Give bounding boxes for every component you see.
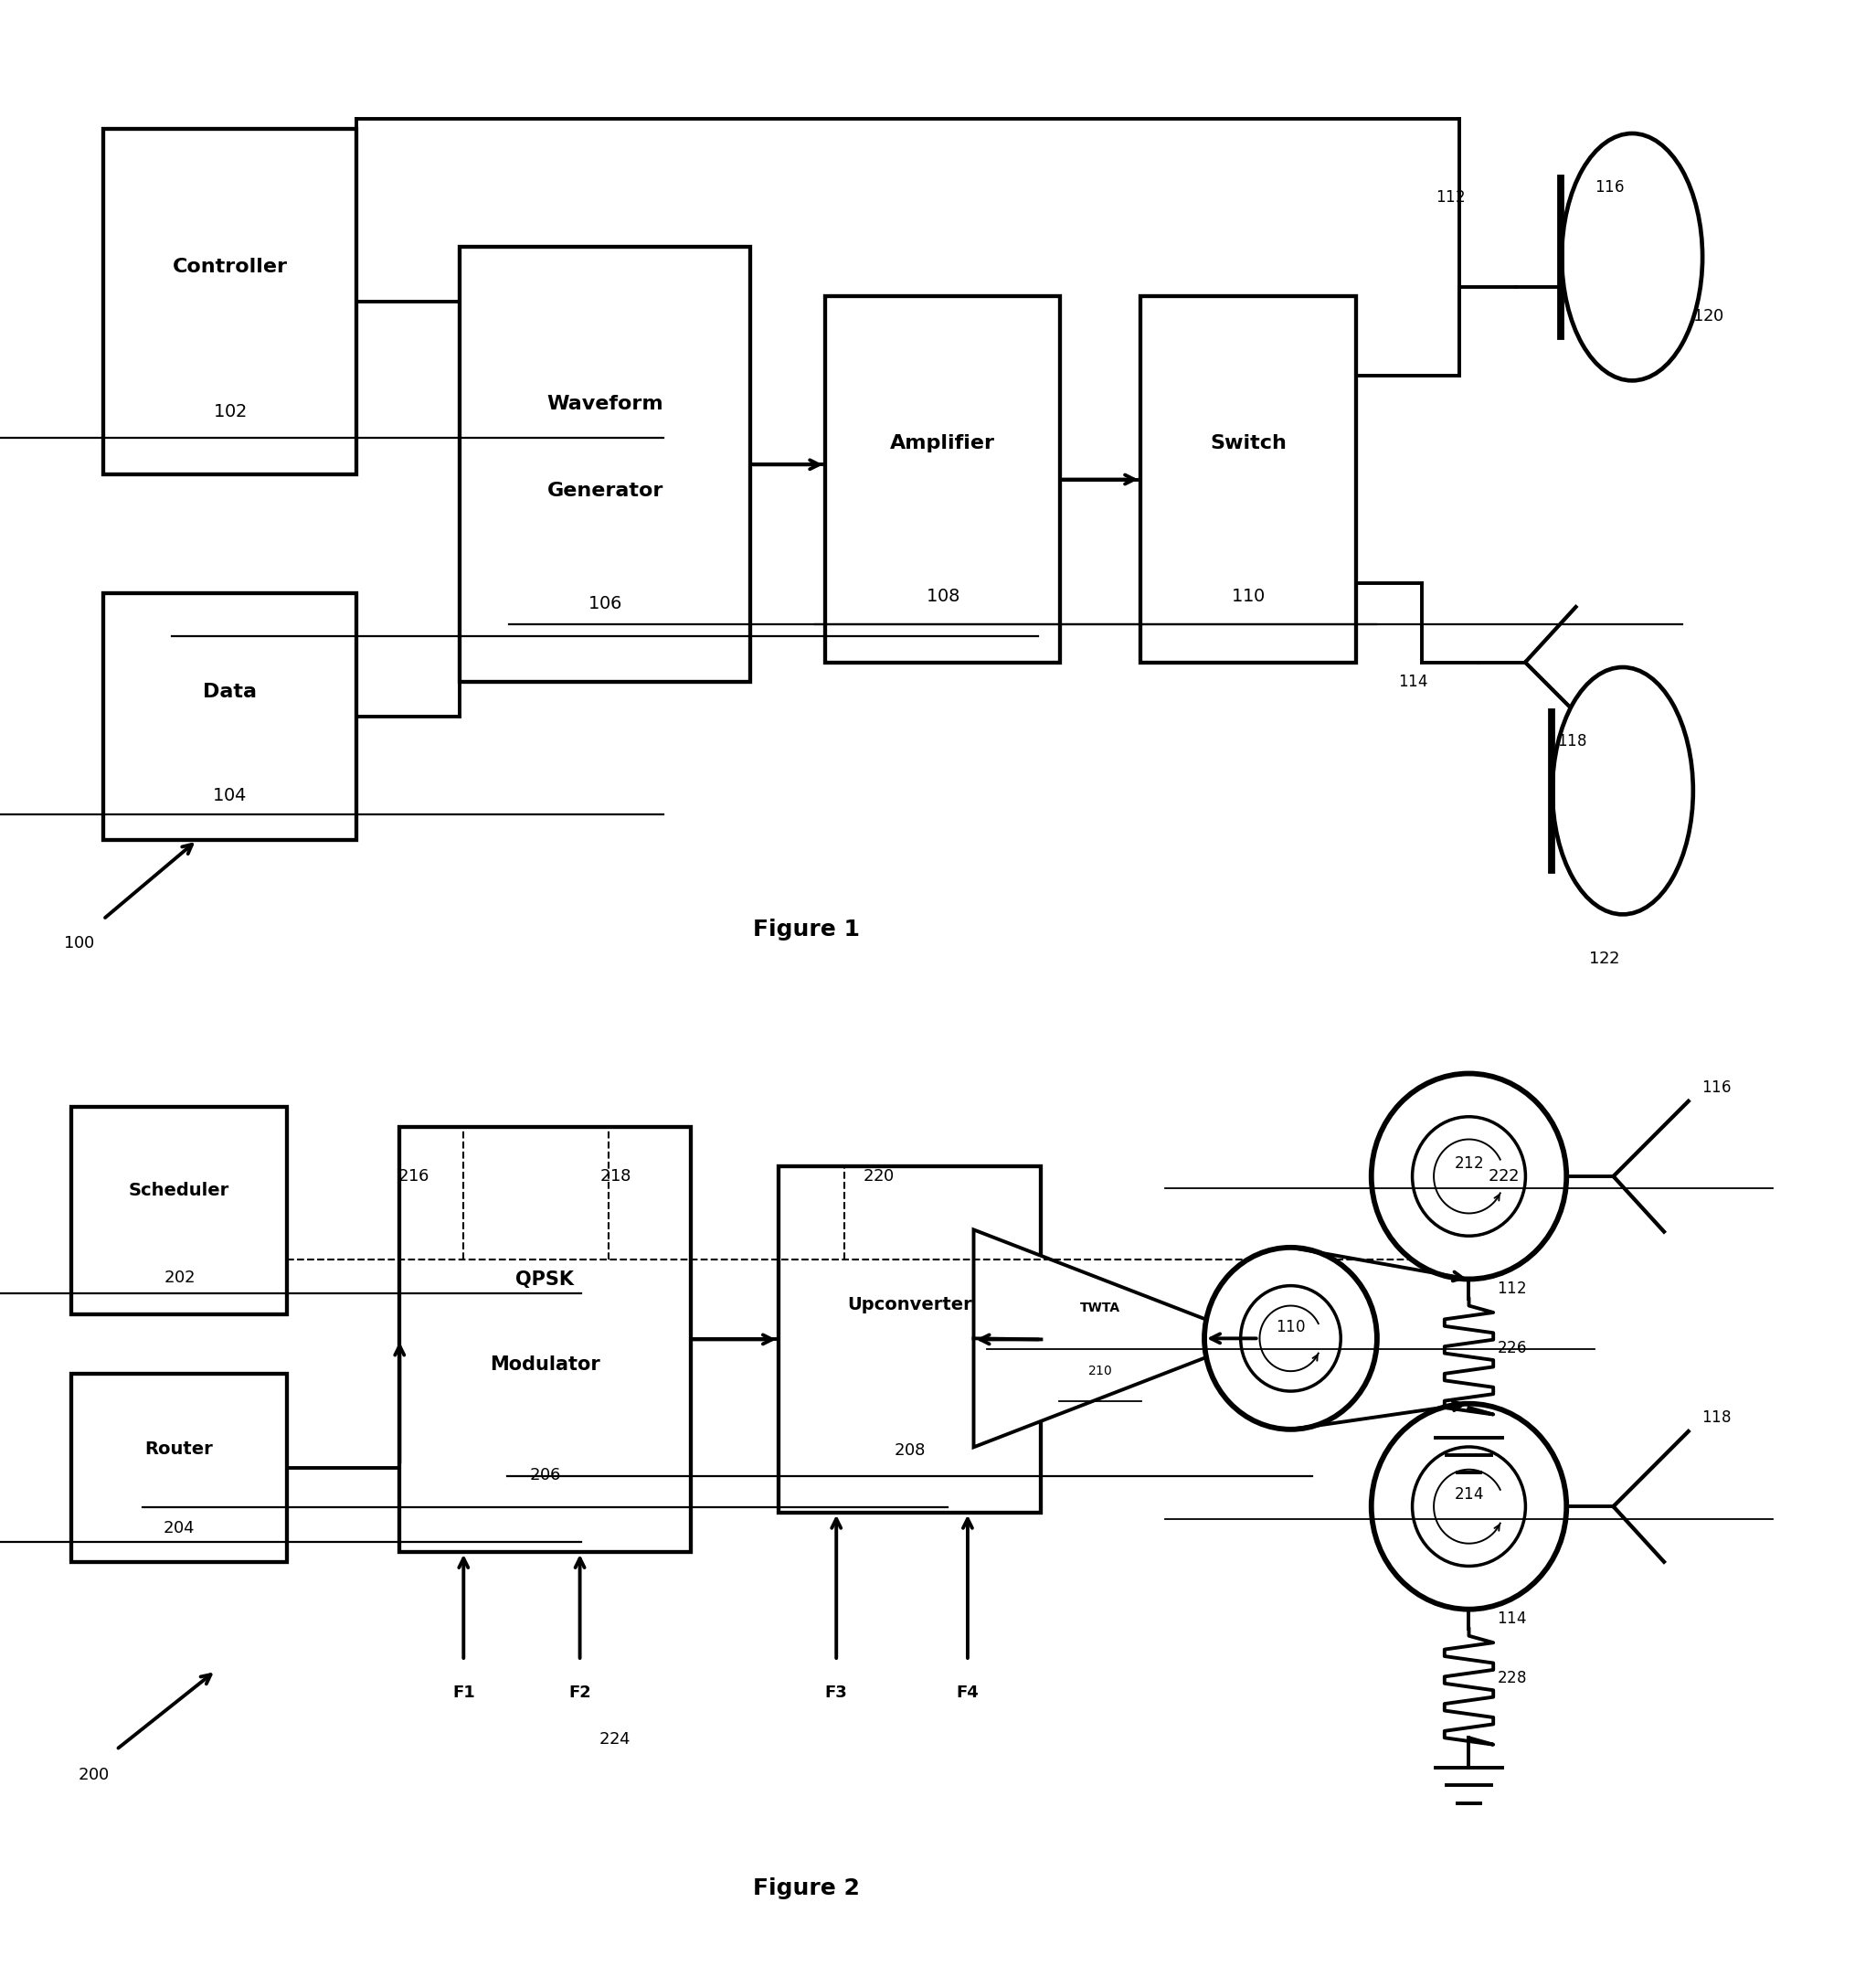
Text: $\it{226}$: $\it{226}$ xyxy=(1497,1340,1527,1356)
Text: $\it{116}$: $\it{116}$ xyxy=(1702,1079,1732,1095)
Text: $\it{104}$: $\it{104}$ xyxy=(212,787,248,805)
Bar xyxy=(71,1107,287,1315)
Text: Scheduler: Scheduler xyxy=(129,1182,229,1198)
Text: Figure 1: Figure 1 xyxy=(754,917,859,941)
Circle shape xyxy=(1371,1074,1566,1279)
Text: Router: Router xyxy=(144,1441,214,1457)
Text: $\it{210}$: $\it{210}$ xyxy=(1088,1364,1112,1378)
Circle shape xyxy=(1413,1447,1525,1566)
Text: QPSK: QPSK xyxy=(516,1271,574,1289)
Text: $\it{204}$: $\it{204}$ xyxy=(163,1520,195,1536)
Text: $\it{118}$: $\it{118}$ xyxy=(1702,1410,1732,1425)
Text: $\it{202}$: $\it{202}$ xyxy=(163,1269,195,1285)
Text: $\it{200}$: $\it{200}$ xyxy=(77,1767,111,1783)
Text: Amplifier: Amplifier xyxy=(889,433,996,453)
Text: $\it{216}$: $\it{216}$ xyxy=(398,1168,430,1184)
Text: $\it{122}$: $\it{122}$ xyxy=(1589,951,1619,967)
Text: Figure 2: Figure 2 xyxy=(754,1876,859,1900)
Text: $\it{228}$: $\it{228}$ xyxy=(1497,1671,1527,1686)
Text: Generator: Generator xyxy=(546,482,664,500)
Text: Data: Data xyxy=(203,682,257,702)
Text: F2: F2 xyxy=(568,1684,591,1700)
Bar xyxy=(71,1374,287,1562)
Text: $\it{102}$: $\it{102}$ xyxy=(212,403,248,421)
Text: $\it{208}$: $\it{208}$ xyxy=(893,1441,927,1459)
Text: $\it{108}$: $\it{108}$ xyxy=(925,587,961,605)
Text: F4: F4 xyxy=(957,1684,979,1700)
Bar xyxy=(779,1166,1041,1512)
Text: $\it{114}$: $\it{114}$ xyxy=(1398,674,1428,690)
Bar xyxy=(825,297,1060,662)
Text: Controller: Controller xyxy=(173,257,287,277)
Text: $\it{114}$: $\it{114}$ xyxy=(1497,1611,1527,1627)
Text: $\it{120}$: $\it{120}$ xyxy=(1692,308,1724,324)
Text: $\it{110}$: $\it{110}$ xyxy=(1276,1319,1306,1336)
Text: $\it{222}$: $\it{222}$ xyxy=(1488,1168,1520,1184)
Text: Waveform: Waveform xyxy=(546,395,664,413)
Bar xyxy=(103,593,356,840)
Text: $\it{212}$: $\it{212}$ xyxy=(1454,1157,1484,1172)
Circle shape xyxy=(1240,1285,1341,1392)
Text: $\it{118}$: $\it{118}$ xyxy=(1557,733,1587,749)
Ellipse shape xyxy=(1561,134,1703,380)
Bar xyxy=(103,129,356,474)
Text: $\it{116}$: $\it{116}$ xyxy=(1595,180,1625,196)
Circle shape xyxy=(1204,1247,1377,1429)
Text: $\it{106}$: $\it{106}$ xyxy=(587,595,623,613)
Ellipse shape xyxy=(1553,666,1694,913)
Text: $\it{224}$: $\it{224}$ xyxy=(598,1732,630,1748)
Text: $\it{112}$: $\it{112}$ xyxy=(1497,1281,1527,1297)
Text: Modulator: Modulator xyxy=(490,1356,600,1374)
Circle shape xyxy=(1413,1117,1525,1236)
Text: $\it{110}$: $\it{110}$ xyxy=(1231,587,1266,605)
Text: $\it{100}$: $\it{100}$ xyxy=(62,935,96,951)
Text: Upconverter: Upconverter xyxy=(848,1297,972,1313)
Circle shape xyxy=(1371,1404,1566,1609)
Text: $\it{218}$: $\it{218}$ xyxy=(600,1168,632,1184)
Text: Switch: Switch xyxy=(1210,433,1287,453)
Bar xyxy=(1141,297,1356,662)
Bar xyxy=(400,1127,690,1552)
Text: $\it{206}$: $\it{206}$ xyxy=(529,1467,561,1483)
Text: F3: F3 xyxy=(825,1684,848,1700)
Text: $\it{220}$: $\it{220}$ xyxy=(863,1168,895,1184)
Text: $\it{112}$: $\it{112}$ xyxy=(1435,190,1465,206)
Text: $\it{214}$: $\it{214}$ xyxy=(1454,1487,1484,1503)
Polygon shape xyxy=(974,1230,1255,1447)
Text: TWTA: TWTA xyxy=(1081,1301,1120,1315)
Text: F1: F1 xyxy=(452,1684,475,1700)
Bar xyxy=(460,247,750,682)
